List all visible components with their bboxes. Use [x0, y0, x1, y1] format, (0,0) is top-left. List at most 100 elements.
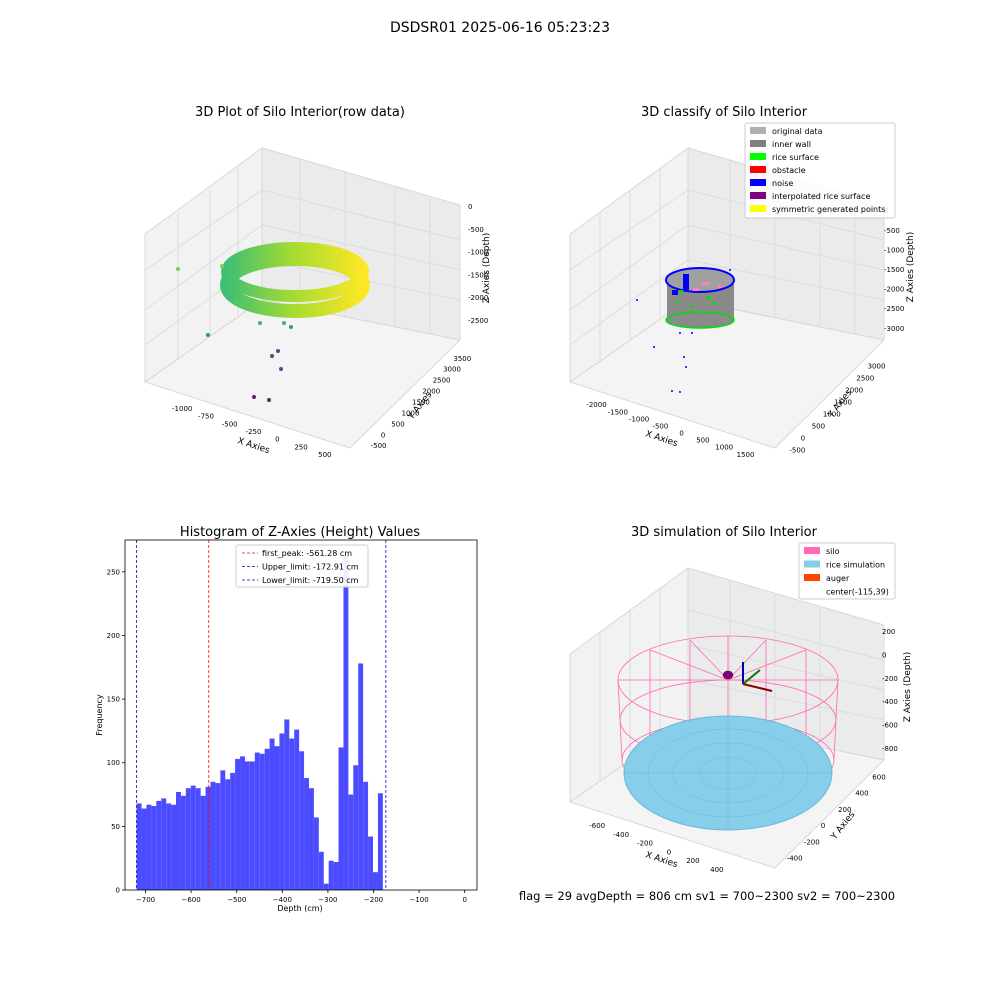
panel1-y-tick-8: 3500: [453, 355, 471, 363]
hist-bar-5: [161, 798, 167, 890]
hist-bar-2: [146, 804, 152, 890]
panel4-x-tick-5: 400: [710, 866, 723, 874]
hist-y-tick-4: 200: [107, 632, 120, 640]
panel4-zlabel: Z Axies (Depth): [903, 652, 913, 723]
panel4-z-tick-5: -800: [882, 745, 898, 753]
panel2-legend-swatch-4: [750, 179, 766, 186]
hist-bar-45: [358, 663, 364, 890]
hist-x-tick-0: −700: [136, 896, 155, 904]
panel2-y-tick-3: 1000: [823, 411, 841, 419]
panel4-y-tick-3: 200: [838, 806, 851, 814]
panel4-center-marker: [722, 670, 734, 680]
hist-bar-29: [279, 733, 285, 890]
panel4-legend-swatch-2: [804, 574, 820, 581]
panel4-y-tick-2: 0: [821, 822, 825, 830]
panel2-legend-swatch-0: [750, 127, 766, 134]
panel2-legend-label-6: symmetric generated points: [772, 205, 885, 214]
panel4-legend-label-1: rice simulation: [826, 561, 885, 570]
panel2-xlabel: X Axies: [644, 429, 679, 449]
panel1-x-tick-6: 500: [318, 451, 331, 459]
panel4-legend-label-3: center(-115,39): [826, 588, 889, 597]
hist-bar-44: [353, 765, 359, 890]
panel4-ylabel: Y Axies: [829, 810, 858, 843]
hist-bar-31: [289, 738, 295, 890]
hist-bar-22: [244, 761, 250, 890]
panel4-z-tick-1: 0: [882, 652, 886, 660]
panel2-legend-items: original data inner wall rice surface obsta…: [750, 127, 885, 214]
panel-histogram: Histogram of Z-Axies (Height) Values −70…: [95, 525, 478, 913]
panel4-y-tick-1: -200: [804, 838, 820, 846]
panel2-rice-surface-points: [676, 290, 715, 307]
hist-xlabel: Depth (cm): [277, 904, 322, 913]
hist-bar-14: [205, 786, 211, 890]
panel1-y-tick-4: 1500: [412, 399, 430, 407]
panel4-grid: [599, 580, 885, 780]
panel4-x-tick-2: -200: [637, 840, 653, 848]
panel1-y-tick-3: 1000: [402, 409, 420, 417]
panel-classify-3d: 3D classify of Silo Interior -2000-1500-…: [568, 105, 916, 459]
hist-x-tick-4: −300: [318, 896, 337, 904]
hist-bar-42: [343, 555, 349, 890]
hist-bar-21: [240, 756, 245, 890]
hist-legend-label-2: Lower_limit: -719.50 cm: [262, 576, 359, 585]
panel2-z-tick-4: -2000: [884, 286, 904, 294]
panel1-x-tick-1: -750: [198, 413, 214, 421]
panel4-legend-label-0: silo: [826, 547, 840, 556]
hist-x-tick-2: −500: [227, 896, 246, 904]
hist-y-tick-2: 100: [107, 759, 120, 767]
panel1-y-tick-6: 2500: [433, 377, 451, 385]
hist-x-ticks: −700 −600 −500 −400 −300 −200 −100 0: [136, 890, 467, 904]
hist-bar-11: [190, 785, 196, 890]
panel2-floor-pane: [568, 299, 886, 449]
panel2-x-tick-6: 1000: [715, 444, 733, 452]
panel1-ring-upper: [221, 242, 369, 302]
panel2-legend-label-2: rice surface: [772, 153, 819, 162]
hist-bar-47: [368, 836, 373, 890]
panel4-z-tick-4: -600: [882, 722, 898, 730]
hist-bar-20: [235, 758, 241, 890]
panel2-x-tick-4: 0: [679, 430, 683, 438]
panel1-y-tick-5: 2000: [422, 388, 440, 396]
panel1-z-tick-0: 0: [468, 203, 472, 211]
hist-vlines: [136, 540, 387, 890]
panel4-x-tick-0: -600: [589, 822, 605, 830]
panel2-legend-swatch-3: [750, 166, 766, 173]
hist-bar-33: [299, 751, 305, 890]
panel2-legend-label-1: inner wall: [772, 140, 811, 149]
panel4-z-ticks: 200 0 -200 -400 -600 -800: [882, 628, 898, 753]
hist-bar-46: [363, 781, 369, 890]
panel1-z-tick-1: -500: [468, 226, 484, 234]
panel4-x-tick-1: -400: [613, 831, 629, 839]
hist-x-tick-6: −100: [409, 896, 428, 904]
panel1-title: 3D Plot of Silo Interior(row data): [195, 105, 405, 120]
panel2-z-tick-1: -500: [884, 227, 900, 235]
hist-y-tick-3: 150: [107, 696, 120, 704]
panel4-legend-swatch-0: [804, 547, 820, 554]
panel2-noise-points: [636, 269, 731, 393]
panel1-floor-pane: [143, 299, 462, 449]
panel2-x-tick-3: -500: [652, 423, 668, 431]
hist-legend-items: first_peak: -561.28 cm Upper_limit: -172.…: [242, 549, 359, 585]
hist-x-tick-7: 0: [462, 896, 466, 904]
panel2-legend-label-5: interpolated rice surface: [772, 192, 870, 201]
hist-bar-24: [254, 752, 260, 890]
panel2-y-tick-0: -500: [789, 446, 805, 454]
panel1-x-tick-0: -1000: [172, 405, 192, 413]
panel4-x-tick-4: 200: [686, 857, 699, 865]
panel4-y-tick-5: 600: [872, 774, 885, 782]
panel4-y-ticks: -400 -2000 200 400 600: [787, 774, 886, 863]
panel2-y-tick-7: 3000: [868, 363, 886, 371]
panel4-legend-swatch-1: [804, 560, 820, 568]
hist-bar-36: [313, 817, 319, 890]
panel2-obstacle-points: [693, 282, 722, 291]
hist-bar-9: [180, 795, 186, 890]
hist-bar-17: [220, 770, 226, 890]
panel2-x-tick-5: 500: [696, 437, 709, 445]
panel2-x-tick-1: -1500: [608, 408, 628, 416]
hist-bar-4: [156, 800, 162, 890]
hist-bar-6: [166, 803, 172, 890]
hist-bar-49: [377, 793, 383, 890]
panel4-y-tick-0: -400: [787, 855, 803, 863]
hist-bar-40: [333, 862, 339, 890]
